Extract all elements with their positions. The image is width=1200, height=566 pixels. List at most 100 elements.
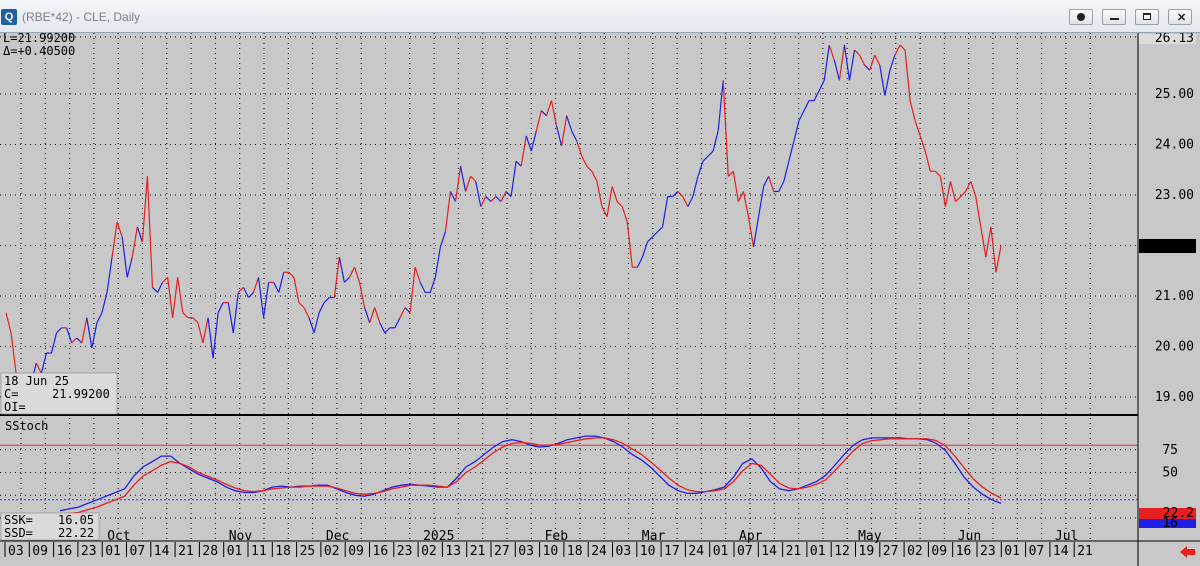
- price-segment: [626, 221, 633, 268]
- price-segment: [657, 226, 664, 233]
- price-segment: [813, 90, 820, 101]
- price-segment: [394, 317, 401, 329]
- price-segment: [409, 267, 416, 313]
- price-segment: [692, 176, 699, 197]
- ssk-last-label: 16: [1162, 516, 1178, 531]
- info-date: 18 Jun 25: [4, 374, 69, 388]
- price-segment: [338, 256, 345, 283]
- info-oi: OI=: [4, 400, 26, 414]
- price-segment: [121, 236, 128, 278]
- month-label: Mar: [642, 529, 666, 544]
- price-segment: [934, 170, 941, 177]
- price-segment: [838, 44, 846, 81]
- day-label: 23: [980, 544, 996, 559]
- day-label: 01: [713, 544, 729, 559]
- price-segment: [798, 110, 805, 122]
- price-segment: [449, 191, 457, 202]
- price-segment: [540, 110, 547, 117]
- day-label: 23: [81, 544, 97, 559]
- price-segment: [828, 44, 835, 61]
- price-segment: [172, 277, 179, 318]
- price-segment: [864, 64, 871, 71]
- price-segment: [257, 277, 265, 318]
- price-segment: [768, 176, 775, 192]
- price-segment: [944, 181, 952, 207]
- day-label: 23: [397, 544, 413, 559]
- price-segment: [35, 362, 42, 374]
- price-segment: [535, 110, 542, 132]
- day-label: 09: [348, 544, 364, 559]
- price-segment: [40, 352, 47, 374]
- price-segment: [990, 226, 997, 273]
- price-segment: [66, 327, 73, 344]
- price-segment: [434, 246, 441, 278]
- price-segment: [444, 191, 452, 232]
- price-segment: [459, 166, 467, 192]
- close-button[interactable]: ✕: [1168, 9, 1192, 25]
- price-segment: [141, 176, 149, 243]
- price-segment: [116, 221, 123, 238]
- price-segment: [742, 191, 750, 217]
- price-segment: [227, 302, 234, 333]
- day-label: 28: [202, 544, 218, 559]
- price-segment: [81, 317, 88, 344]
- price-segment: [91, 322, 98, 349]
- price-segment: [596, 181, 603, 207]
- price-segment: [10, 332, 17, 374]
- price-segment: [358, 282, 366, 308]
- price-segment: [985, 226, 992, 258]
- price-segment: [581, 155, 588, 167]
- price-segment: [131, 226, 138, 258]
- price-segment: [303, 307, 310, 318]
- price-segment: [353, 267, 361, 283]
- price-segment: [687, 196, 694, 207]
- day-label: 12: [834, 544, 850, 559]
- price-segment: [465, 176, 472, 192]
- price-segment: [955, 196, 962, 202]
- last-readout: L=21.99200: [3, 33, 75, 45]
- price-segment: [662, 196, 669, 227]
- price-segment: [313, 312, 320, 334]
- chart-area[interactable]: 26.1325.0024.0023.0022.0021.0020.0019.00…: [0, 33, 1200, 566]
- price-segment: [752, 216, 760, 248]
- stoch-tick-label: 75: [1162, 443, 1178, 458]
- price-tick-label: 19.00: [1155, 390, 1194, 405]
- price-segment: [177, 277, 184, 313]
- day-label: 24: [591, 544, 607, 559]
- price-segment: [909, 100, 916, 121]
- close-icon: ✕: [1177, 12, 1187, 24]
- stoch-line-ssk: [59, 435, 1002, 512]
- ssk-last-box: [1139, 519, 1196, 528]
- last-price-box: [1139, 239, 1196, 254]
- price-segment: [480, 196, 487, 207]
- day-label: 02: [907, 544, 923, 559]
- price-segment: [970, 181, 977, 197]
- restore-button[interactable]: [1135, 9, 1159, 25]
- price-segment: [50, 332, 58, 354]
- price-axis: 26.1325.0024.0023.0022.0021.0020.0019.00…: [1139, 33, 1196, 405]
- ssd-label: SSD=: [4, 526, 33, 540]
- month-label: Feb: [545, 529, 569, 544]
- ssd-last-label: 22.2: [1163, 506, 1194, 521]
- price-segment: [763, 176, 770, 187]
- day-label: 21: [786, 544, 802, 559]
- minimize-button[interactable]: [1102, 9, 1126, 25]
- price-segment: [843, 44, 851, 81]
- price-segment: [490, 196, 497, 202]
- price-segment: [146, 176, 154, 288]
- indicator-title: SStoch: [5, 419, 48, 433]
- day-label: 14: [154, 544, 170, 559]
- price-segment: [318, 302, 325, 313]
- day-label: 07: [130, 544, 146, 559]
- price-segment: [475, 181, 482, 207]
- record-button[interactable]: [1069, 9, 1093, 25]
- price-segment: [348, 266, 356, 278]
- price-segment: [647, 236, 653, 243]
- day-label: 11: [251, 544, 267, 559]
- scroll-left-arrow-icon[interactable]: [1180, 546, 1195, 558]
- day-label: 02: [421, 544, 437, 559]
- day-label: 10: [543, 544, 559, 559]
- last-price-label: 21.99: [1155, 239, 1194, 254]
- day-label: 19: [859, 544, 875, 559]
- price-segment: [495, 196, 502, 202]
